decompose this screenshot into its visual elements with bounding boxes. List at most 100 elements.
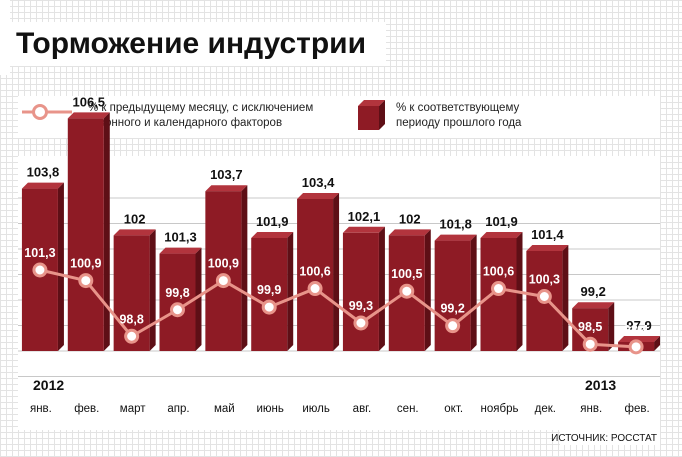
bar (67, 112, 110, 352)
bar-value-label: 101,4 (531, 227, 564, 242)
line-marker (582, 336, 598, 352)
legend-background (18, 96, 660, 138)
source-background (560, 429, 660, 445)
month-label: фев. (74, 403, 99, 415)
bar-top-face (480, 232, 523, 238)
line-marker (215, 273, 231, 289)
bar-top-face (21, 182, 64, 189)
line-marker (445, 318, 461, 334)
bar-value-label: 103,4 (302, 175, 335, 190)
line-marker (32, 262, 48, 278)
plot-area: 103,8 106,5 102 101,3 103,7 101,9 103,4 102,1 10… (18, 94, 661, 430)
line-value-label: 100,6 (299, 265, 330, 279)
line-marker (261, 299, 277, 315)
bar-top-face (251, 232, 294, 238)
line-value-label: 100,3 (529, 273, 560, 287)
bar-front-face (434, 240, 471, 351)
month-label: май (214, 403, 235, 415)
month-label: янв. (30, 403, 52, 415)
bar-front-face (342, 232, 379, 351)
line-marker (124, 328, 140, 344)
bar-top-face (67, 112, 110, 119)
bar-value-label: 101,9 (485, 214, 518, 229)
line-marker (628, 339, 644, 355)
bar-value-label: 103,7 (210, 167, 243, 182)
line-marker (307, 281, 323, 297)
year-label-2012: 2012 (33, 377, 64, 393)
line-value-label: 98,4 (624, 323, 648, 337)
line-value-label: 99,3 (349, 299, 373, 313)
line-marker (170, 302, 185, 318)
line-path (39, 268, 637, 349)
bar (251, 232, 294, 351)
line-marker (78, 273, 94, 289)
legend-bar-swatch (358, 100, 385, 130)
bar-side-face (562, 245, 569, 351)
month-label: фев. (624, 403, 649, 415)
bar-value-labels: 103,8 106,5 102 101,3 103,7 101,9 103,4 102,1 10… (27, 94, 652, 333)
bar-top-face (342, 226, 385, 233)
line-value-label: 101,3 (24, 246, 55, 260)
month-label: авг. (353, 403, 372, 415)
bar-front-face (297, 199, 334, 351)
bar-front-face (205, 191, 242, 351)
bar-top-face (113, 229, 156, 236)
bar-value-label: 101,8 (439, 217, 472, 232)
bar (205, 185, 248, 351)
title-left-margin (0, 0, 10, 75)
bar (434, 234, 477, 351)
line-value-label: 99,2 (440, 302, 464, 316)
bar-value-label: 101,9 (256, 214, 289, 229)
bar (342, 226, 385, 351)
bar-side-face (241, 185, 248, 351)
bar-front-face (251, 238, 288, 351)
line-value-label: 98,5 (578, 320, 602, 334)
bar-value-label: 102,1 (348, 209, 381, 224)
line-marker (536, 289, 552, 304)
bar-value-label: 103,8 (27, 165, 60, 180)
bar-side-face (608, 302, 615, 351)
line-value-label: 100,9 (208, 257, 239, 271)
bar (297, 193, 340, 351)
bar-value-label: 101,3 (164, 230, 197, 245)
bar-value-label: 102 (399, 211, 421, 226)
bar-side-face (378, 226, 385, 351)
line-value-label: 100,9 (70, 257, 101, 271)
title-block: Торможение индустрии (0, 0, 386, 75)
legend: % к предыдущему месяцу, с исключением се… (18, 96, 660, 138)
title-background (10, 22, 386, 66)
month-label: сен. (397, 403, 419, 415)
month-labels: янв. фев. март апр. май июнь июль авг. сен. окт. н… (30, 403, 650, 415)
bar-front-face (67, 118, 104, 352)
line-marker (491, 281, 506, 297)
source-block: ИСТОЧНИК: РОССТАТ (551, 429, 660, 445)
bar-side-face (333, 193, 340, 351)
month-label: дек. (535, 403, 556, 415)
line-marker (399, 283, 415, 299)
bar-top-face (572, 302, 615, 309)
bar-top-face (526, 245, 569, 251)
legend-line-label-1: % к предыдущему месяцу, с исключением (88, 102, 313, 114)
bar-top-face (618, 336, 661, 342)
month-label: март (120, 403, 146, 415)
bar-top-face (205, 185, 248, 192)
chart-title: Торможение индустрии (16, 27, 366, 60)
bar-side-face (424, 229, 431, 351)
bar-top-face (297, 193, 340, 199)
bar-top-face (388, 229, 431, 236)
line-series (32, 262, 644, 355)
line-marker (353, 315, 369, 331)
legend-line-marker (32, 104, 48, 120)
bar-side-face (195, 247, 202, 351)
legend-line-label-2: сезонного и календарного факторов (88, 117, 282, 129)
bar-side-face (654, 336, 661, 351)
line-value-label: 100,5 (391, 267, 422, 281)
month-label: окт. (444, 403, 463, 415)
line-value-label: 99,8 (165, 286, 189, 300)
bar-top-face (159, 247, 202, 254)
line-value-label: 100,6 (483, 265, 514, 279)
bar-top-face (434, 234, 477, 241)
legend-bar-label-1: % к соответствующему (396, 102, 519, 114)
month-label: июль (302, 403, 330, 415)
bar-side-face (103, 112, 110, 352)
